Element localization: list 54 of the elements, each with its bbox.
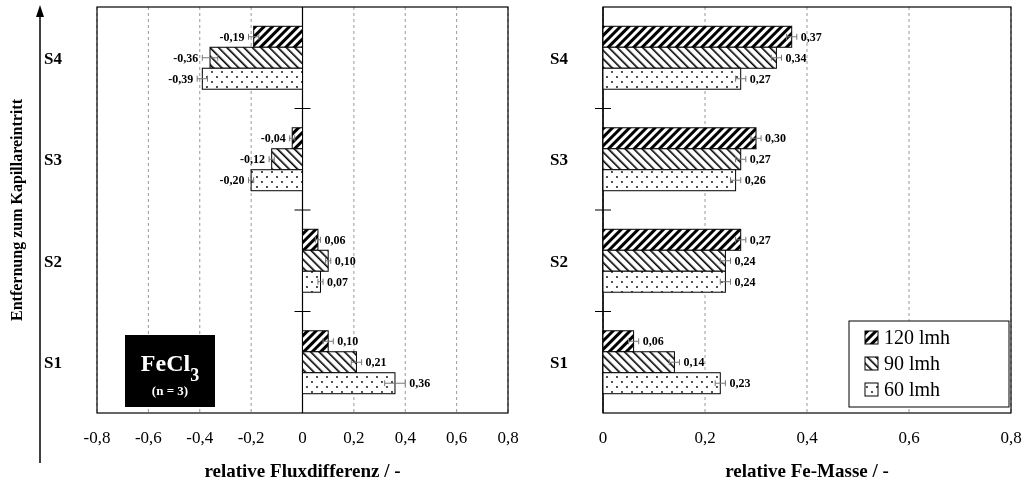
y-tick-label: S4 — [550, 48, 569, 68]
x-tick-label: 0,2 — [343, 428, 365, 447]
data-label: 0,21 — [365, 355, 387, 370]
data-label: 0,23 — [729, 376, 751, 391]
annotation: FeCl$_{3}$ — [140, 350, 200, 385]
x-tick-label: 0 — [298, 428, 307, 447]
legend-label: 60 lmh — [884, 378, 941, 400]
data-label: 0,27 — [749, 71, 771, 86]
data-label: -0,20 — [219, 173, 245, 188]
data-label: 0,10 — [337, 334, 359, 349]
x-axis-title: relative Fe-Masse / - — [725, 460, 889, 481]
data-label: 0,30 — [765, 131, 787, 146]
x-tick-label: -0,2 — [237, 428, 265, 447]
data-label: 0,06 — [642, 334, 664, 349]
x-tick-label: -0,6 — [134, 428, 162, 447]
legend-label: 90 lmh — [884, 352, 941, 374]
data-label: 0,26 — [744, 173, 766, 188]
data-label: 0,24 — [734, 253, 756, 268]
x-axis-title: relative Fluxdifferenz / - — [204, 460, 401, 481]
x-tick-label: 0 — [598, 428, 608, 447]
x-tick-label: 0,4 — [394, 428, 417, 447]
x-tick-label: 0,6 — [898, 428, 920, 447]
y-tick-label: S2 — [550, 251, 568, 271]
x-tick-label: -0,8 — [83, 428, 111, 447]
x-tick-label: 0,8 — [497, 428, 519, 447]
data-label: 0,27 — [749, 232, 771, 247]
data-label: 0,14 — [683, 355, 705, 370]
data-label: 0,07 — [327, 274, 349, 289]
y-tick-label: S2 — [44, 251, 62, 271]
data-label: 0,10 — [334, 253, 356, 268]
x-tick-label: 0,8 — [1000, 428, 1022, 447]
y-tick-label: S4 — [44, 48, 63, 68]
data-label: 0,06 — [324, 232, 346, 247]
annotation: (n = 3) — [151, 383, 189, 398]
data-label: -0,12 — [240, 152, 266, 167]
y-axis-title: Entfernung zum Kapillareintritt — [8, 98, 26, 321]
data-label: -0,19 — [219, 29, 245, 44]
data-label: -0,04 — [260, 131, 286, 146]
data-label: 0,34 — [785, 50, 807, 65]
y-tick-label: S3 — [44, 150, 62, 170]
data-label: 0,36 — [409, 376, 431, 391]
data-label: 0,24 — [734, 274, 756, 289]
y-tick-label: S3 — [550, 150, 568, 170]
data-label: -0,36 — [173, 50, 199, 65]
x-tick-label: 0,2 — [694, 428, 716, 447]
legend-label: 120 lmh — [884, 326, 951, 348]
data-label: -0,39 — [168, 71, 194, 86]
x-tick-label: 0,6 — [446, 428, 468, 447]
data-label: 0,37 — [800, 29, 822, 44]
y-tick-label: S1 — [550, 353, 568, 373]
x-tick-label: 0,4 — [796, 428, 819, 447]
x-tick-label: -0,4 — [186, 428, 214, 447]
data-label: 0,27 — [749, 152, 771, 167]
y-tick-label: S1 — [44, 353, 62, 373]
